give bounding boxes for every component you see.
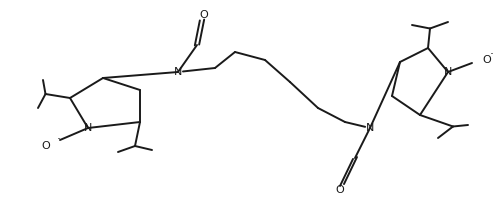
Text: N: N (366, 123, 374, 133)
Text: ·: · (490, 48, 494, 61)
Text: O: O (336, 185, 345, 195)
Text: N: N (444, 67, 452, 77)
Text: O: O (41, 141, 50, 151)
Text: N: N (84, 123, 92, 133)
Text: O: O (482, 55, 491, 65)
Text: N: N (174, 67, 182, 77)
Text: O: O (200, 10, 208, 20)
Text: ·: · (57, 133, 61, 147)
